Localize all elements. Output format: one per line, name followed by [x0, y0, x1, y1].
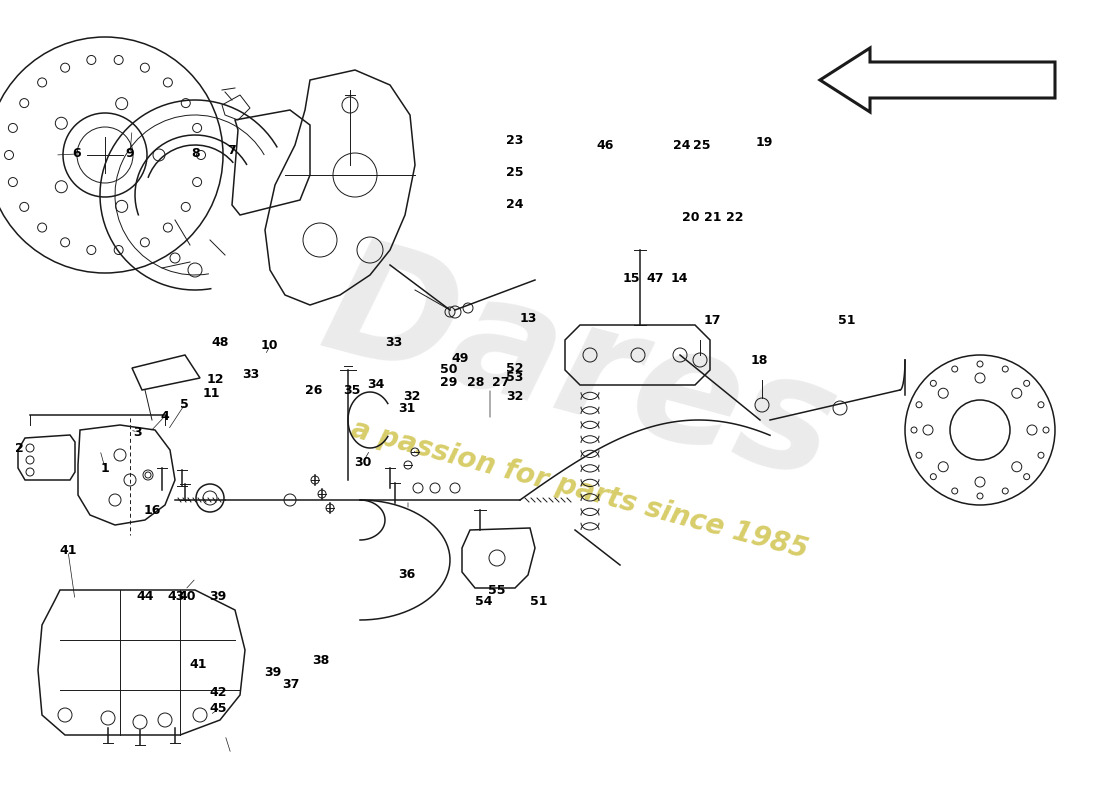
Text: 41: 41	[59, 544, 77, 557]
Text: 14: 14	[671, 272, 689, 285]
Text: 20: 20	[682, 211, 700, 224]
Text: 15: 15	[623, 272, 640, 285]
Text: 51: 51	[838, 314, 856, 326]
Text: 36: 36	[398, 568, 416, 581]
Polygon shape	[820, 48, 1055, 112]
Text: 23: 23	[506, 134, 524, 146]
Text: 26: 26	[305, 384, 322, 397]
Text: 10: 10	[261, 339, 278, 352]
Text: 40: 40	[178, 590, 196, 602]
Text: 55: 55	[488, 584, 506, 597]
Text: 24: 24	[673, 139, 691, 152]
Text: 50: 50	[440, 363, 458, 376]
Text: 33: 33	[385, 336, 403, 349]
Text: 46: 46	[596, 139, 614, 152]
Text: 33: 33	[242, 368, 260, 381]
Text: 51: 51	[530, 595, 548, 608]
Text: 1: 1	[100, 462, 109, 474]
Text: 39: 39	[209, 590, 227, 602]
Text: 52: 52	[506, 362, 524, 374]
Text: 28: 28	[466, 376, 484, 389]
Text: a passion for parts since 1985: a passion for parts since 1985	[349, 415, 812, 565]
Text: 19: 19	[756, 136, 773, 149]
Text: 35: 35	[343, 384, 361, 397]
Text: 2: 2	[15, 442, 24, 454]
Text: 45: 45	[209, 702, 227, 714]
Text: 24: 24	[506, 198, 524, 210]
Text: 30: 30	[354, 456, 372, 469]
Text: 34: 34	[367, 378, 385, 390]
Text: 9: 9	[125, 147, 134, 160]
Text: 32: 32	[403, 390, 420, 403]
Text: 16: 16	[143, 504, 161, 517]
Text: 39: 39	[264, 666, 282, 678]
Text: 41: 41	[189, 658, 207, 670]
Text: 5: 5	[180, 398, 189, 410]
Text: 18: 18	[750, 354, 768, 366]
Text: Dares: Dares	[308, 227, 852, 513]
Text: 12: 12	[207, 373, 224, 386]
Text: 13: 13	[519, 312, 537, 325]
Text: 32: 32	[506, 390, 524, 403]
Text: 17: 17	[704, 314, 722, 326]
Text: 48: 48	[211, 336, 229, 349]
Text: 11: 11	[202, 387, 220, 400]
Text: 7: 7	[227, 144, 235, 157]
Text: 49: 49	[451, 352, 469, 365]
Text: 27: 27	[492, 376, 509, 389]
Text: 43: 43	[167, 590, 185, 602]
Text: 44: 44	[136, 590, 154, 602]
Text: 42: 42	[209, 686, 227, 699]
Text: 6: 6	[73, 147, 81, 160]
Text: 54: 54	[475, 595, 493, 608]
Text: 21: 21	[704, 211, 722, 224]
Text: 47: 47	[647, 272, 664, 285]
Text: 25: 25	[693, 139, 711, 152]
Text: 29: 29	[440, 376, 458, 389]
Text: 37: 37	[282, 678, 299, 690]
Text: 25: 25	[506, 166, 524, 178]
Text: 31: 31	[398, 402, 416, 414]
Text: 22: 22	[726, 211, 744, 224]
Text: 3: 3	[133, 426, 142, 438]
Text: 38: 38	[312, 654, 330, 666]
Text: 4: 4	[161, 410, 169, 422]
Text: 53: 53	[506, 371, 524, 384]
Text: 8: 8	[191, 147, 200, 160]
